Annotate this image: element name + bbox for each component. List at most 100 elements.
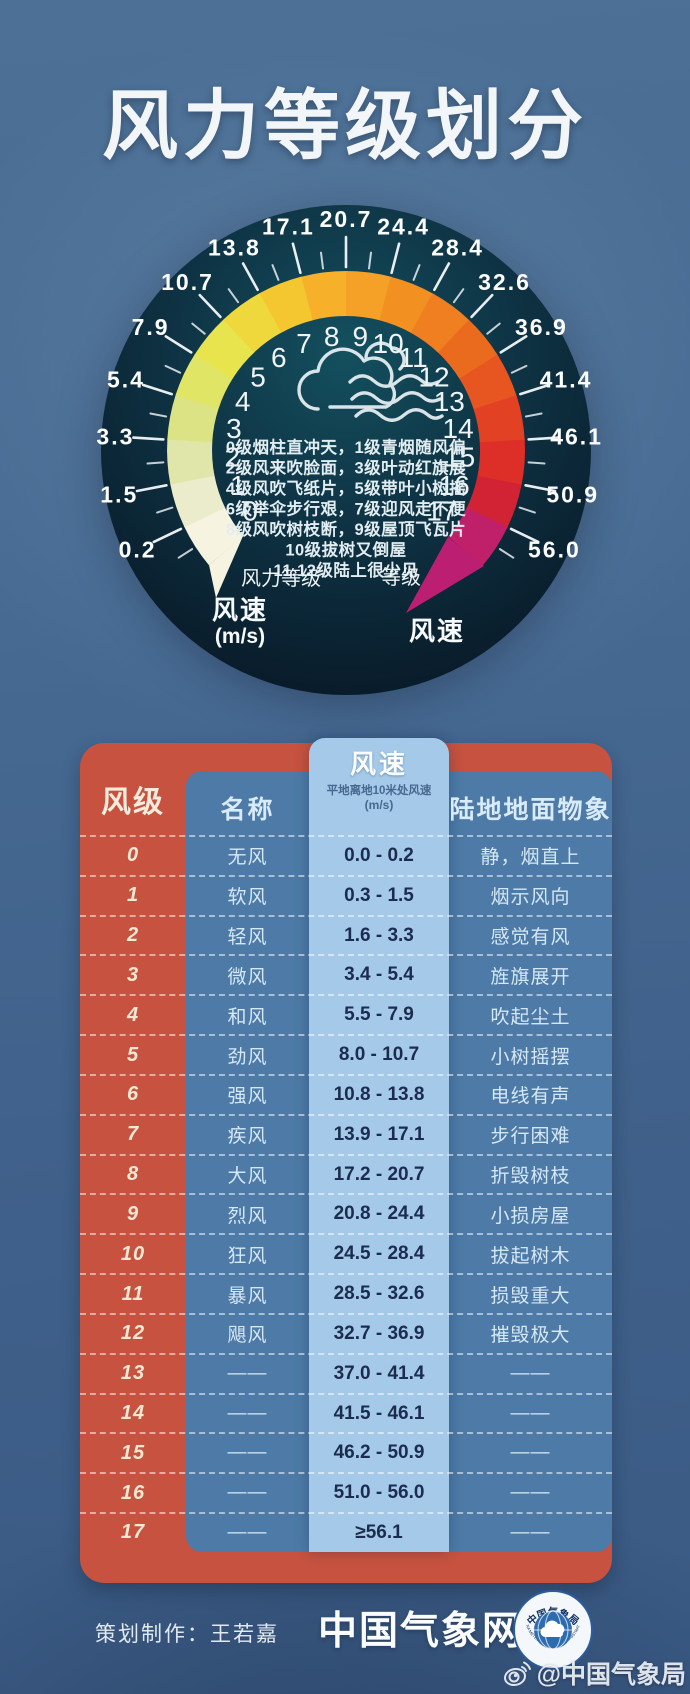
speed-tick xyxy=(470,293,494,319)
cloud-wind-icon xyxy=(297,341,444,422)
name-cell: 微风 xyxy=(227,966,268,988)
speed-label: 3.3 xyxy=(96,424,134,450)
speed-cell: 10.8 - 13.8 xyxy=(333,1083,425,1105)
table-row: 17 —— ≥56.1 —— xyxy=(80,1512,612,1552)
speed-tick xyxy=(499,335,528,354)
level-cell: 1 xyxy=(126,884,140,907)
level-cell: 15 xyxy=(120,1441,146,1464)
table-row: 7 疾风 13.9 - 17.1 步行困难 xyxy=(80,1113,612,1154)
name-cell: —— xyxy=(227,1362,268,1384)
level-label: 15 xyxy=(444,442,475,473)
speed-label: 7.9 xyxy=(132,314,170,340)
name-cell: 无风 xyxy=(227,847,268,869)
speed-label: 32.6 xyxy=(478,269,531,295)
rhyme-line: 0级烟柱直冲天，1级青烟随风偏 xyxy=(226,437,466,457)
rhyme-line: 2级风来吹脸面，3级叶动红旗展 xyxy=(226,458,466,478)
speed-column-panel xyxy=(309,738,449,1552)
speed-tick xyxy=(141,383,173,396)
table-rows: 0 无风 0.0 - 0.2 静，烟直上 1 软风 0.3 - 1.5 烟示风向 2 轻风 1.6 … xyxy=(80,835,612,1552)
name-cell: 大风 xyxy=(227,1166,268,1188)
phenomena-cell: —— xyxy=(510,1442,551,1464)
level-label: 0 xyxy=(242,496,258,527)
table-row: 5 劲风 8.0 - 10.7 小树摇摆 xyxy=(80,1034,612,1074)
table-row: 0 无风 0.0 - 0.2 静，烟直上 xyxy=(80,835,612,875)
speed-tick xyxy=(518,383,551,396)
level-cell: 16 xyxy=(120,1481,146,1504)
level-tick xyxy=(149,412,168,418)
gauge-segment xyxy=(473,395,525,443)
speed-cell: 20.8 - 24.4 xyxy=(333,1203,425,1225)
level-label: 17 xyxy=(426,496,457,527)
header-name: 名称 xyxy=(220,796,275,824)
weibo-icon xyxy=(503,1661,531,1686)
name-cell: 飓风 xyxy=(227,1325,268,1347)
cma-logo: 中国气象局 CHINA METEOROLOGICAL ADMINISTRATIO… xyxy=(512,1589,593,1670)
right-inner-label: 等级 xyxy=(381,566,421,589)
rhyme-line: 4级风吹飞纸片，5级带叶小树摇 xyxy=(226,478,466,498)
level-tick xyxy=(486,322,501,335)
speed-label: 5.4 xyxy=(107,367,145,393)
gauge-rhyme-text: 0级烟柱直冲天，1级青烟随风偏2级风来吹脸面，3级叶动红旗展4级风吹飞纸片，5级… xyxy=(226,437,466,580)
rhyme-line: 10级拔树又倒屋 xyxy=(285,540,406,560)
speed-cell: 17.2 - 20.7 xyxy=(333,1163,425,1185)
speed-tick xyxy=(152,527,183,544)
speed-cell: 28.5 - 32.6 xyxy=(333,1283,425,1305)
level-cell: 10 xyxy=(120,1242,146,1265)
phenomena-cell: 吹起尘土 xyxy=(490,1006,571,1028)
name-cell: 轻风 xyxy=(227,927,268,949)
speed-tick xyxy=(164,335,193,354)
gauge-segment xyxy=(170,475,226,528)
level-label: 9 xyxy=(353,321,369,352)
level-tick xyxy=(524,412,543,418)
brand-name: 中国气象网 xyxy=(318,1610,524,1653)
level-tick xyxy=(452,288,465,304)
level-tick xyxy=(146,461,165,465)
speed-cell: 0.3 - 1.5 xyxy=(344,884,414,906)
level-cell: 3 xyxy=(126,963,140,986)
level-label: 3 xyxy=(226,413,242,444)
level-cell: 14 xyxy=(120,1402,146,1424)
name-cell: —— xyxy=(227,1482,268,1504)
phenomena-cell: 折毁树枝 xyxy=(490,1166,571,1188)
gauge-segment xyxy=(410,293,470,353)
speed-label: 1.5 xyxy=(100,482,138,508)
name-cell: 软风 xyxy=(227,887,268,909)
speed-tick xyxy=(527,436,560,441)
speed-cell: 5.5 - 7.9 xyxy=(344,1004,414,1026)
name-cell: 暴风 xyxy=(227,1285,268,1307)
level-cell: 17 xyxy=(120,1521,146,1544)
table-row: 13 —— 37.0 - 41.4 —— xyxy=(80,1352,612,1393)
speed-cell: 3.4 - 5.4 xyxy=(344,964,414,986)
phenomena-cell: 静，烟直上 xyxy=(480,847,581,869)
speed-cell: 41.5 - 46.1 xyxy=(333,1402,425,1424)
header-level: 风级 xyxy=(101,786,165,819)
level-label: 6 xyxy=(271,342,287,373)
phenomena-cell: —— xyxy=(510,1362,551,1384)
level-label: 1 xyxy=(230,470,246,501)
speed-tick xyxy=(390,242,401,275)
speed-cell: 24.5 - 28.4 xyxy=(333,1243,425,1265)
watermark: @中国气象局 xyxy=(502,1655,686,1691)
table-row: 2 轻风 1.6 - 3.3 感觉有风 xyxy=(80,914,612,955)
level-cell: 11 xyxy=(121,1282,145,1305)
speed-label: 56.0 xyxy=(528,537,581,563)
level-tick xyxy=(320,251,324,270)
gauge-segment xyxy=(167,394,219,443)
speed-tick xyxy=(241,262,259,292)
rhyme-line: 6级举伞步行艰，7级迎风走不便 xyxy=(226,499,466,519)
speed-cell: 37.0 - 41.4 xyxy=(333,1362,425,1384)
phenomena-cell: 拔起树木 xyxy=(490,1245,571,1267)
level-tick xyxy=(368,251,372,270)
level-tick xyxy=(227,288,240,304)
name-cell: 狂风 xyxy=(227,1245,268,1267)
header-speed: 风速 xyxy=(349,749,408,779)
speed-tick xyxy=(509,527,540,544)
level-label: 5 xyxy=(250,362,266,393)
table-row: 6 强风 10.8 - 13.8 电线有声 xyxy=(80,1073,612,1114)
gauge-ticks xyxy=(132,235,560,559)
speed-tick xyxy=(291,242,302,275)
rhyme-line: 11,12级陆上很少见 xyxy=(274,560,419,580)
level-tick xyxy=(527,461,546,465)
speed-label: 36.9 xyxy=(515,314,568,340)
speed-label: 24.4 xyxy=(377,213,430,239)
